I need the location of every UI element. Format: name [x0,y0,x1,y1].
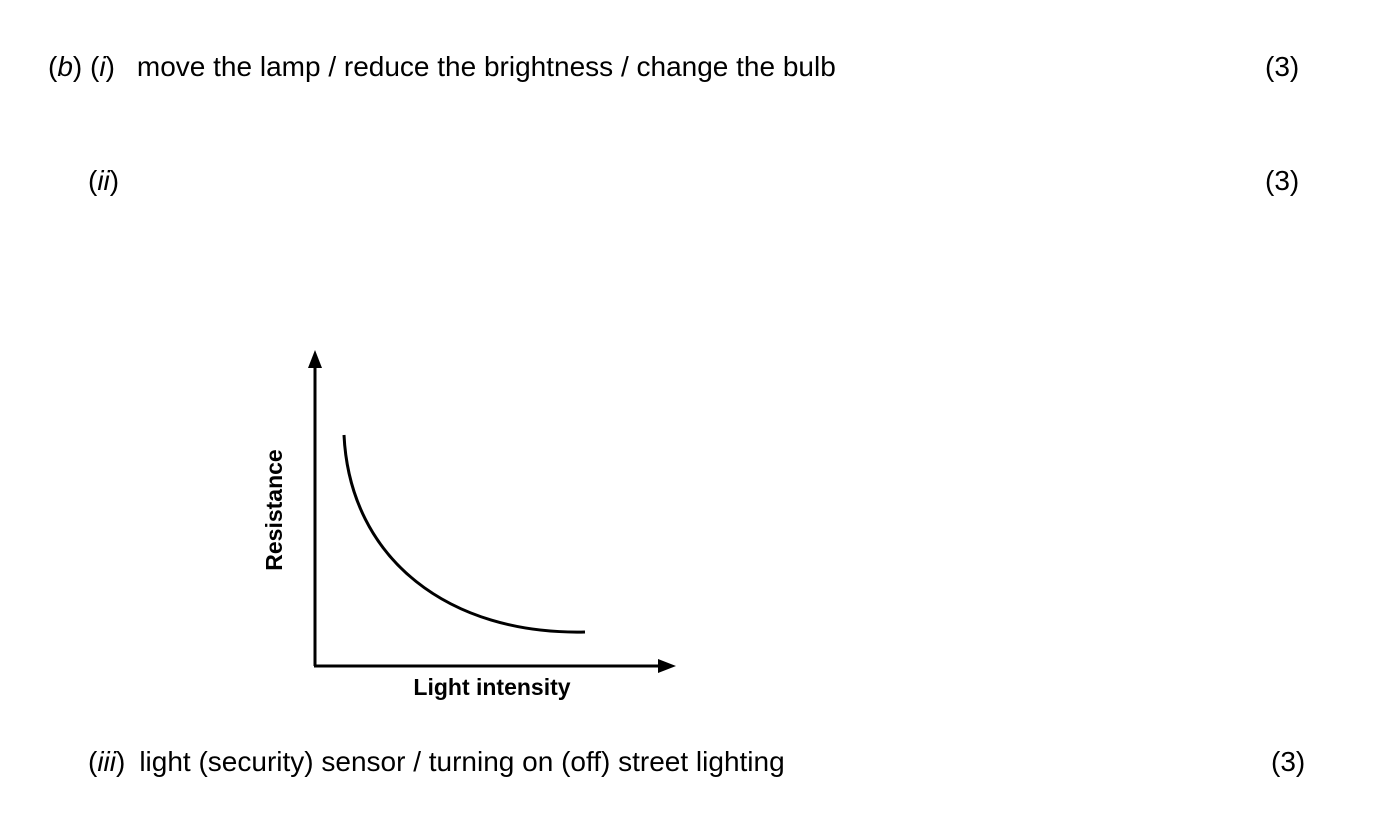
marks-b-i: (3) [1265,51,1300,82]
answer-b-i: (b) (i) move the lamp / reduce the bright… [48,50,836,84]
question-label-b-i: (b) (i) [48,51,115,82]
y-axis-arrowhead [308,350,322,368]
sub-part-numeral: ii [97,165,110,196]
answer-text-b-i: move the lamp / reduce the brightness / … [136,51,836,82]
x-axis-label: Light intensity [413,674,570,700]
question-label-b-ii: (ii) [88,165,120,196]
answer-b-ii: (ii) [88,164,119,198]
answer-text-b-iii: light (security) sensor / turning on (of… [139,746,785,777]
resistance-curve [342,434,586,634]
y-axis-label: Resistance [261,449,287,570]
question-label-b-iii: (iii) [88,746,126,777]
resistance-light-sketch-graph: Light intensity Resistance [261,350,676,700]
answer-b-iii: (iii) light (security) sensor / turning o… [88,745,785,779]
sub-part-numeral: iii [97,746,116,777]
marks-b-ii: (3) [1265,165,1300,196]
sub-part-numeral: i [99,51,106,82]
marks-b-iii: (3) [1271,746,1306,777]
part-letter: b [57,51,73,82]
x-axis-arrowhead [658,659,676,673]
